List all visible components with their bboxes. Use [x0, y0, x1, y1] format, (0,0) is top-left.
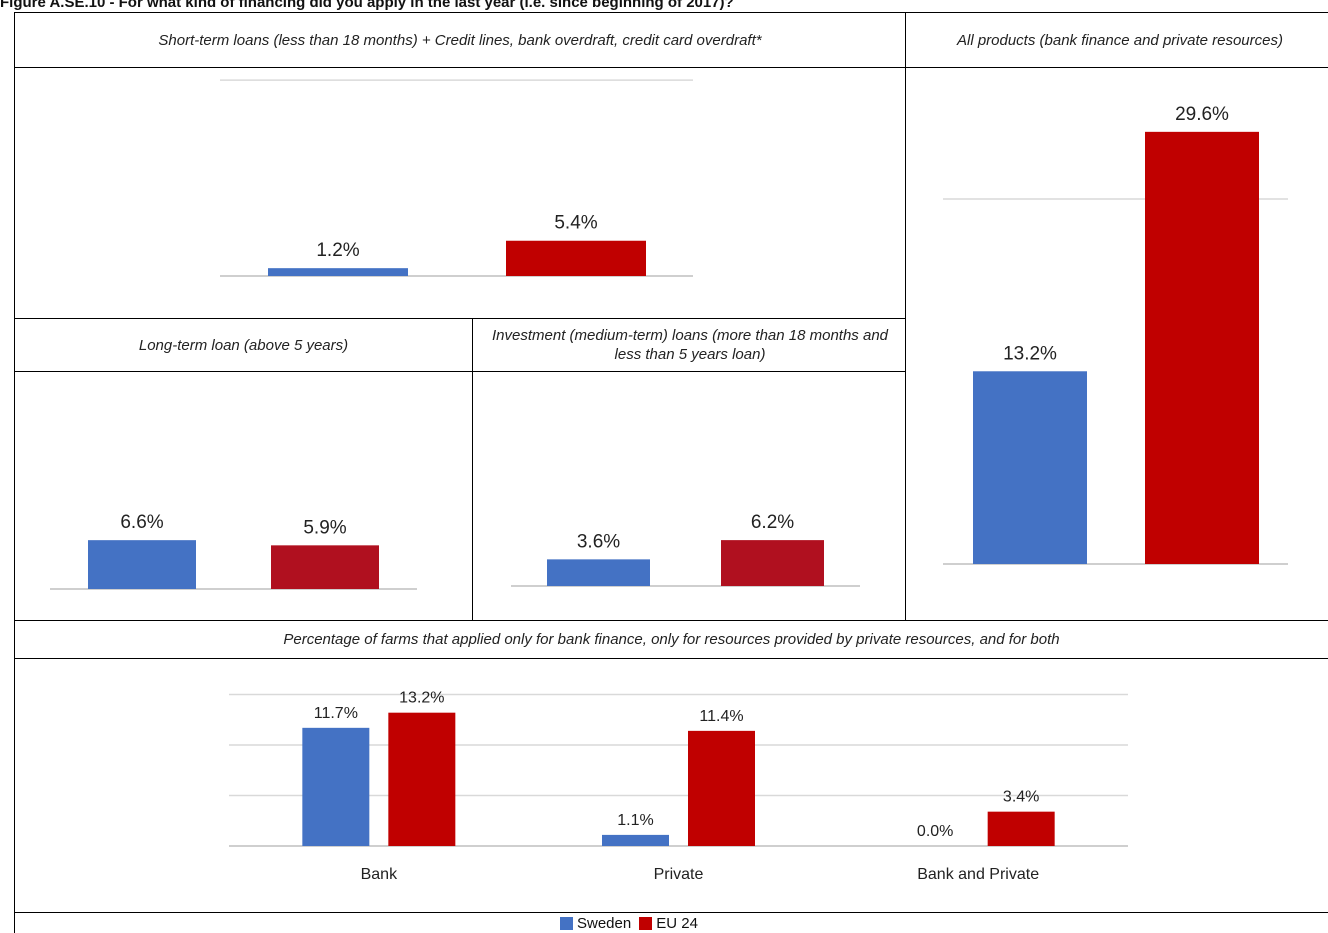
data-label-sweden: 13.2% [1003, 343, 1057, 364]
bar-sweden [268, 268, 408, 276]
panel-title-short-term: Short-term loans (less than 18 months) +… [158, 31, 762, 49]
legend-item-eu24: EU 24 [639, 915, 698, 932]
frame-top [14, 12, 1328, 13]
divider-short-term-header [14, 67, 1328, 68]
legend-item-sweden: Sweden [560, 915, 631, 932]
category-label: Bank and Private [917, 866, 1039, 883]
bar-sweden [547, 559, 650, 586]
data-label-eu24: 5.4% [554, 213, 597, 234]
bar-eu24 [506, 240, 646, 276]
data-label-eu24: 5.9% [303, 517, 346, 538]
bar-eu24 [1145, 131, 1259, 564]
divider-long-invest [472, 318, 473, 620]
data-label-eu24: 6.2% [751, 512, 794, 533]
divider-legend [14, 912, 1328, 913]
panel-title-all-products: All products (bank finance and private r… [956, 31, 1283, 49]
bar-sweden [88, 540, 196, 589]
panel-title-investment: Investment (medium-term) loans (more tha… [492, 327, 888, 363]
data-label-eu24: 29.6% [1175, 104, 1229, 125]
panel-title-long-term: Long-term loan (above 5 years) [138, 336, 349, 354]
legend-label-sweden: Sweden [577, 915, 632, 932]
divider-mid-header [14, 371, 905, 372]
divider-right-column [905, 12, 906, 620]
bar-sweden [302, 727, 370, 846]
category-label: Private [654, 866, 704, 883]
panel-title-bank-private: Percentage of farms that applied only fo… [283, 631, 1060, 648]
bar-eu24 [271, 545, 379, 589]
divider-bottom-header [14, 658, 1328, 659]
bar-eu24 [388, 712, 456, 846]
divider-mid-row [14, 318, 905, 319]
bar-sweden [973, 371, 1087, 564]
data-label-sweden: 6.6% [120, 512, 163, 533]
category-label: Bank [361, 866, 398, 883]
data-label-sweden: 11.7% [314, 705, 358, 722]
data-label-sweden: 3.6% [577, 531, 620, 552]
divider-bottom-section [14, 620, 1328, 621]
figure-title: Figure A.SE.10 - For what kind of financ… [0, 0, 734, 10]
legend-swatch-eu24 [639, 917, 653, 930]
frame-left [14, 12, 15, 933]
data-label-sweden: 1.1% [617, 812, 653, 829]
data-label-sweden: 0.0% [917, 823, 953, 840]
data-label-eu24: 13.2% [399, 690, 444, 707]
legend-swatch-sweden [560, 917, 573, 930]
legend-label-eu24: EU 24 [656, 915, 698, 932]
bar-eu24 [688, 730, 755, 846]
bar-sweden [602, 834, 669, 846]
bar-eu24 [721, 540, 824, 586]
data-label-eu24: 11.4% [699, 708, 743, 725]
data-label-sweden: 1.2% [316, 240, 359, 261]
bar-eu24 [987, 811, 1055, 846]
data-label-eu24: 3.4% [1003, 789, 1039, 806]
legend: Sweden EU 24 [560, 914, 698, 933]
